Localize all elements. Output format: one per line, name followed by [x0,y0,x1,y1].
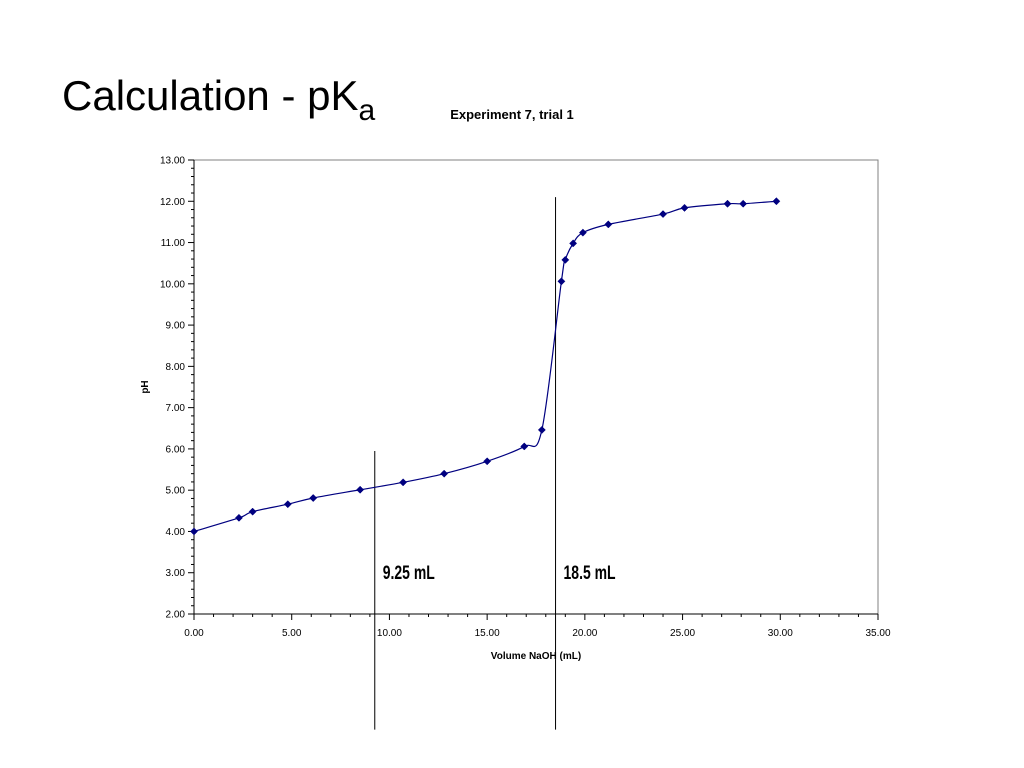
data-point-marker [604,220,613,229]
data-point-marker [356,485,365,494]
data-point-marker [283,500,292,509]
data-point-marker [739,199,748,208]
data-point-marker [537,425,546,434]
x-tick-label: 15.00 [475,628,500,639]
slide-title-main: Calculation - pK [62,72,359,119]
y-tick-label: 9.00 [166,321,186,332]
data-point-marker [234,513,243,522]
chart-title: Experiment 7, trial 1 [450,107,574,122]
plot-area [193,159,879,615]
annotation-label: 9.25 mL [383,563,435,584]
y-tick-label: 10.00 [160,279,185,290]
data-point-marker [190,527,198,536]
x-tick-label: 5.00 [282,628,302,639]
data-point-marker [723,199,732,208]
data-point-marker [772,197,781,206]
data-point-marker [483,457,492,466]
slide-title: Calculation - pKa [62,72,375,128]
y-tick-label: 12.00 [160,197,185,208]
annotation-label: 18.5 mL [564,563,616,584]
x-tick-label: 25.00 [670,628,695,639]
y-tick-label: 6.00 [166,444,186,455]
data-point-marker [680,203,689,212]
slide-title-subscript: a [358,94,376,127]
data-point-marker [399,478,408,487]
data-point-marker [520,442,529,451]
series-line [193,200,777,533]
y-tick-label: 13.00 [160,156,185,167]
data-point-marker [561,255,570,264]
y-tick-label: 4.00 [166,527,186,538]
series-layer [190,197,781,536]
x-tick-label: 10.00 [377,628,402,639]
y-tick-label: 2.00 [166,610,186,621]
x-tick-label: 30.00 [768,628,793,639]
data-point-marker [578,228,587,237]
y-tick-label: 7.00 [166,403,186,414]
x-axis-title: Volume NaOH (mL) [491,651,581,662]
y-tick-label: 3.00 [166,568,186,579]
y-axis-title: pH [140,380,151,393]
x-tick-label: 35.00 [865,628,890,639]
data-point-marker [248,507,257,516]
data-point-marker [659,210,667,219]
x-tick-label: 0.00 [184,628,204,639]
y-tick-label: 5.00 [166,486,186,497]
x-tick-label: 20.00 [572,628,597,639]
data-point-marker [440,469,449,478]
y-tick-label: 11.00 [161,238,186,249]
data-point-marker [557,277,566,286]
axis-ticks: 2.00 3.00 4.00 5.00 6.00 7.00 8.00 9.00 10.00 11.… [160,156,891,640]
data-point-marker [309,494,318,502]
data-point-marker [569,239,578,248]
annotations: 9.25 mL 18.5 mL [374,197,616,730]
y-tick-label: 8.00 [166,362,186,373]
